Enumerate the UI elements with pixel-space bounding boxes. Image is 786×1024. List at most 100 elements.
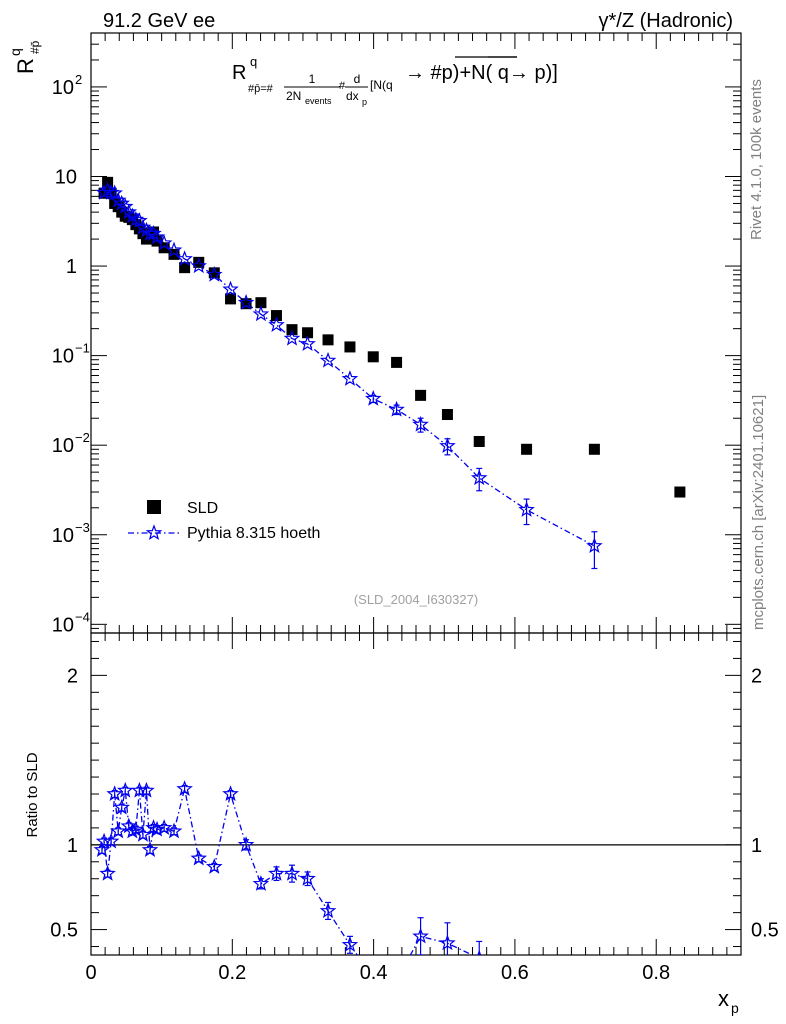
sld-point <box>367 351 379 363</box>
mc-point <box>120 203 138 220</box>
main-plot-area <box>95 176 686 570</box>
mc-point <box>155 234 173 251</box>
ratio-plot-area <box>91 780 741 986</box>
ratio-y-tick-label: 2 <box>67 665 78 687</box>
ratio-y-axis-label: Ratio to SLD <box>24 752 41 837</box>
svg-text:1: 1 <box>66 256 77 278</box>
mc-point <box>388 400 405 417</box>
mc-point <box>586 537 603 553</box>
ratio-point <box>283 864 301 881</box>
main-y-axis-label: R q #p̄ <box>7 40 42 74</box>
svg-text:p: p <box>731 1000 739 1016</box>
legend-mc-label: Pythia 8.315 hoeth <box>187 525 320 542</box>
mc-line <box>103 189 595 547</box>
sld-point <box>344 341 356 353</box>
mc-point <box>470 469 488 486</box>
ratio-point <box>116 781 134 798</box>
svg-text:−3: −3 <box>75 520 90 535</box>
mc-point <box>148 228 166 245</box>
ratio-point <box>134 825 152 842</box>
sld-point <box>286 324 298 336</box>
mc-point <box>364 390 382 406</box>
legend-sld-label: SLD <box>187 500 218 517</box>
formula-lhs-sub: #p̄=# <box>248 83 274 95</box>
ratio-point <box>176 780 193 796</box>
main-y-tick-label: 10 −1 <box>52 341 90 368</box>
mc-point <box>252 305 270 322</box>
ratio-point <box>237 836 255 852</box>
mc-point <box>268 316 285 333</box>
x-tick-label: 0.2 <box>218 962 246 984</box>
main-y-tick-label: 10 −3 <box>52 520 90 547</box>
mc-point <box>165 241 183 258</box>
sld-point <box>240 298 252 310</box>
ratio-point <box>113 798 131 815</box>
sld-point <box>225 293 237 305</box>
formula-frac2-den-sub: p <box>362 97 367 107</box>
mc-point <box>439 437 456 454</box>
ratio-point <box>319 902 337 918</box>
ratio-point <box>190 849 208 866</box>
ratio-point <box>341 936 359 952</box>
sld-point <box>168 248 180 260</box>
main-y-tick-label: 10 2 <box>52 72 82 99</box>
main-y-tick-label: 1 <box>66 256 77 278</box>
formula-mid: # <box>339 80 346 92</box>
mc-point <box>518 501 535 517</box>
x-tick-label: 0.4 <box>360 962 388 984</box>
ratio-point <box>268 864 285 881</box>
x-tick-label: 0 <box>85 962 96 984</box>
ratio-point <box>252 875 270 891</box>
ratio-y-tick-label-right: 1 <box>751 835 762 857</box>
mc-point <box>222 280 239 297</box>
sld-point <box>255 297 267 309</box>
mc-point <box>131 212 148 228</box>
ratio-line <box>101 788 474 955</box>
header-left: 91.2 GeV ee <box>103 10 215 32</box>
formula-frac2-den: dx <box>346 89 359 103</box>
formula-frac1-den: 2N <box>286 89 301 103</box>
formula-tail1: [N(q <box>370 78 393 92</box>
ratio-point <box>138 781 155 798</box>
svg-text:R: R <box>13 58 38 74</box>
svg-text:−2: −2 <box>75 430 90 445</box>
ratio-point <box>390 973 403 986</box>
ratio-y-tick-label-right: 2 <box>751 665 762 687</box>
mc-point <box>205 266 223 282</box>
ratio-point <box>165 822 183 839</box>
sld-point <box>415 389 427 401</box>
ratio-y-tick-label: 0.5 <box>50 920 78 942</box>
mc-point <box>341 370 359 386</box>
sld-point <box>158 242 170 254</box>
sld-point <box>148 226 160 238</box>
mc-point <box>299 335 316 351</box>
sld-point <box>674 486 686 498</box>
main-y-tick-label: 10 −4 <box>52 609 90 636</box>
side-label-rivet: Rivet 4.1.0, 100k events <box>748 79 765 240</box>
mc-point <box>283 329 301 346</box>
legend-mc-marker <box>145 524 163 541</box>
ratio-point <box>222 785 239 802</box>
ratio-point <box>106 785 123 802</box>
svg-text:10: 10 <box>52 525 74 547</box>
sld-point <box>473 435 485 447</box>
side-label-mcplots: mcplots.cern.ch [arXiv:2401.10621] <box>750 395 767 630</box>
mc-point <box>319 351 337 368</box>
formula-lhs-base: R <box>232 62 246 84</box>
ratio-point <box>148 820 166 837</box>
ratio-point <box>109 822 127 839</box>
svg-text:−4: −4 <box>75 609 90 624</box>
sld-point <box>521 443 533 455</box>
svg-text:10: 10 <box>52 614 74 636</box>
legend-sld-marker <box>147 500 161 514</box>
svg-text:x: x <box>718 986 729 1011</box>
formula-frac1-num: 1 <box>309 72 316 86</box>
ratio-point <box>205 858 223 874</box>
legend: SLD Pythia 8.315 hoeth <box>128 500 320 542</box>
mc-point <box>145 224 162 241</box>
formula-tail2: → #p)+N( q→ p)] <box>405 62 558 84</box>
main-frame <box>90 32 742 634</box>
ratio-y-tick-label: 1 <box>67 835 78 857</box>
mc-point <box>176 250 193 267</box>
